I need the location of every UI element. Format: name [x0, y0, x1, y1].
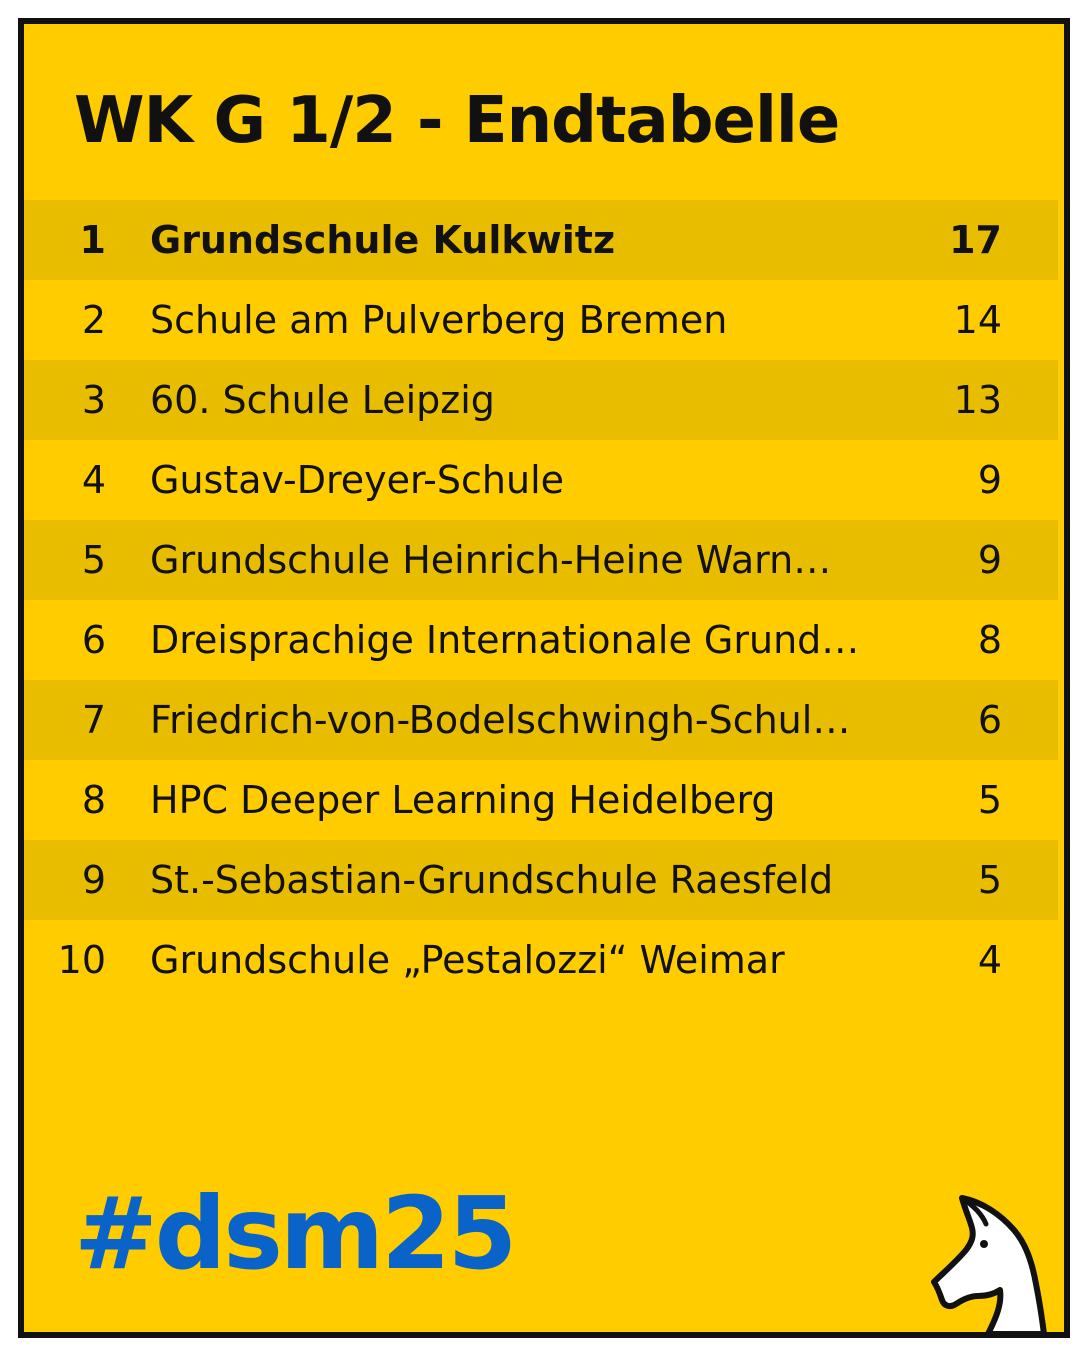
hashtag: #dsm25 [74, 1175, 517, 1292]
table-row: 10 Grundschule „Pestalozzi“ Weimar 4 [24, 920, 1058, 1000]
rank-cell: 10 [57, 938, 106, 982]
table-row: 1 Grundschule Kulkwitz 17 [24, 200, 1058, 280]
team-cell: Friedrich-von-Bodelschwingh-Schul… [150, 698, 851, 742]
points-cell: 9 [977, 458, 1002, 502]
rank-cell: 3 [81, 378, 106, 422]
results-card: WK G 1/2 - Endtabelle 1 Grundschule Kulk… [18, 18, 1070, 1338]
table-row: 6 Dreisprachige Internationale Grund… 8 [24, 600, 1058, 680]
points-cell: 8 [977, 618, 1002, 662]
table-row: 3 60. Schule Leipzig 13 [24, 360, 1058, 440]
rank-cell: 4 [81, 458, 106, 502]
points-cell: 13 [953, 378, 1002, 422]
team-cell: St.-Sebastian-Grundschule Raesfeld [150, 858, 834, 902]
rank-cell: 1 [79, 218, 106, 262]
table-row: 5 Grundschule Heinrich-Heine Warn… 9 [24, 520, 1058, 600]
team-cell: Schule am Pulverberg Bremen [150, 298, 728, 342]
table-row: 8 HPC Deeper Learning Heidelberg 5 [24, 760, 1058, 840]
team-cell: 60. Schule Leipzig [150, 378, 495, 422]
rank-cell: 9 [81, 858, 106, 902]
rank-cell: 2 [81, 298, 106, 342]
rank-cell: 8 [81, 778, 106, 822]
rank-cell: 6 [81, 618, 106, 662]
points-cell: 5 [977, 778, 1002, 822]
page-title: WK G 1/2 - Endtabelle [74, 84, 840, 158]
team-cell: Gustav-Dreyer-Schule [150, 458, 565, 502]
points-cell: 17 [949, 218, 1002, 262]
rank-cell: 7 [81, 698, 106, 742]
points-cell: 5 [977, 858, 1002, 902]
points-cell: 9 [977, 538, 1002, 582]
table-row: 2 Schule am Pulverberg Bremen 14 [24, 280, 1058, 360]
points-cell: 6 [977, 698, 1002, 742]
team-cell: HPC Deeper Learning Heidelberg [150, 778, 776, 822]
chess-knight-icon [931, 1195, 1047, 1332]
rank-cell: 5 [81, 538, 106, 582]
team-cell: Grundschule Kulkwitz [150, 218, 616, 262]
points-cell: 14 [953, 298, 1002, 342]
table-row: 9 St.-Sebastian-Grundschule Raesfeld 5 [24, 840, 1058, 920]
points-cell: 4 [977, 938, 1002, 982]
table-row: 4 Gustav-Dreyer-Schule 9 [24, 440, 1058, 520]
team-cell: Dreisprachige Internationale Grund… [150, 618, 860, 662]
team-cell: Grundschule „Pestalozzi“ Weimar [150, 938, 785, 982]
table-row: 7 Friedrich-von-Bodelschwingh-Schul… 6 [24, 680, 1058, 760]
standings-table: 1 Grundschule Kulkwitz 17 2 Schule am Pu… [24, 200, 1058, 1000]
team-cell: Grundschule Heinrich-Heine Warn… [150, 538, 832, 582]
